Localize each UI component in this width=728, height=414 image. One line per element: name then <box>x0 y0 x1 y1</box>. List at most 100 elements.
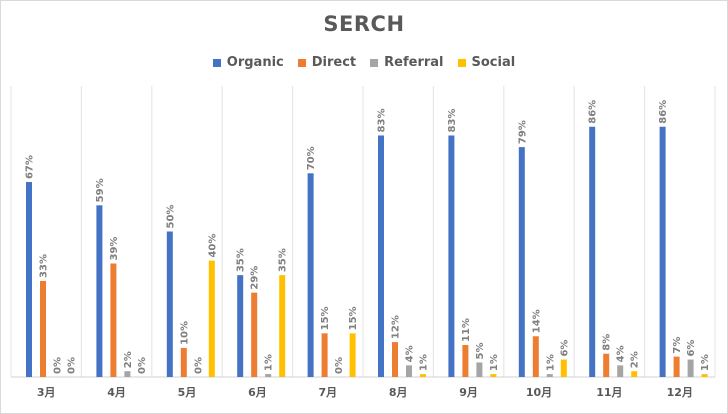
bar-direct <box>462 344 469 377</box>
bar-organic <box>26 182 32 377</box>
data-label: 15% <box>320 306 331 330</box>
x-tick-label: 9月 <box>459 386 478 399</box>
legend-swatch <box>457 58 466 67</box>
x-tick-label: 11月 <box>596 386 622 399</box>
bar-referral <box>476 362 483 377</box>
x-tick-label: 3月 <box>37 386 56 399</box>
bar-referral <box>687 359 694 377</box>
bar-organic <box>237 275 244 377</box>
data-label: 86% <box>658 100 669 124</box>
data-label: 1% <box>489 354 500 371</box>
data-label: 2% <box>123 351 134 368</box>
bar-direct <box>673 356 680 377</box>
data-label: 0% <box>193 357 204 374</box>
data-label: 15% <box>348 306 359 330</box>
data-label: 1% <box>264 354 275 371</box>
data-label: 86% <box>588 100 599 124</box>
bar-social <box>560 359 567 377</box>
data-label: 50% <box>165 205 176 229</box>
legend-label: Referral <box>384 55 444 70</box>
legend-swatch <box>212 58 221 67</box>
bar-referral <box>617 365 624 377</box>
data-label: 79% <box>517 120 528 144</box>
bar-direct <box>251 292 258 377</box>
bar-social <box>420 374 426 377</box>
bar-direct <box>603 353 610 377</box>
data-label: 35% <box>236 248 247 272</box>
data-label: 83% <box>447 109 458 133</box>
x-tick-label: 7月 <box>318 386 337 399</box>
data-label: 6% <box>559 340 570 357</box>
data-label: 0% <box>53 357 64 374</box>
legend-label: Social <box>471 55 516 70</box>
bar-direct <box>392 342 398 377</box>
data-label: 0% <box>67 357 78 374</box>
bar-social <box>279 275 286 377</box>
bar-organic <box>448 135 455 377</box>
legend-item-organic: Organic <box>212 55 284 70</box>
bar-direct <box>180 347 187 377</box>
data-label: 67% <box>25 155 36 179</box>
bar-organic <box>378 135 384 377</box>
legend-label: Direct <box>311 55 357 70</box>
data-label: 1% <box>419 354 430 371</box>
data-label: 1% <box>700 354 711 371</box>
data-label: 59% <box>95 178 106 202</box>
data-label: 83% <box>377 109 388 133</box>
data-label: 6% <box>686 340 697 357</box>
legend-item-social: Social <box>457 55 516 70</box>
bar-referral <box>265 374 272 377</box>
data-label: 29% <box>250 266 261 290</box>
bar-social <box>701 374 708 377</box>
x-tick-label: 10月 <box>526 386 552 399</box>
legend-swatch <box>297 58 306 67</box>
data-label: 0% <box>334 357 345 374</box>
data-label: 5% <box>475 342 486 359</box>
data-label: 10% <box>179 321 190 345</box>
x-tick-label: 6月 <box>248 386 267 399</box>
bar-social <box>208 260 215 377</box>
data-label: 7% <box>672 337 683 354</box>
bar-organic <box>166 231 173 377</box>
data-label: 35% <box>278 248 289 272</box>
legend-label: Organic <box>226 55 284 70</box>
data-label: 0% <box>137 357 148 374</box>
bar-organic <box>518 147 525 377</box>
x-tick-label: 8月 <box>389 386 408 399</box>
bar-organic <box>589 126 596 378</box>
data-label: 8% <box>602 334 613 351</box>
bar-direct <box>321 333 328 377</box>
x-tick-label: 5月 <box>178 386 197 399</box>
bar-social <box>631 371 638 377</box>
data-label: 12% <box>391 315 402 339</box>
legend-item-direct: Direct <box>297 55 357 70</box>
bar-direct <box>110 263 117 377</box>
data-label: 39% <box>109 237 120 261</box>
legend-item-referral: Referral <box>370 55 444 70</box>
bar-referral <box>546 374 553 377</box>
bar-direct <box>532 336 539 377</box>
x-tick-label: 12月 <box>667 386 693 399</box>
bar-organic <box>659 126 666 378</box>
bar-organic <box>307 173 314 377</box>
data-label: 4% <box>616 345 627 362</box>
bar-direct <box>40 280 46 377</box>
data-label: 11% <box>461 318 472 342</box>
bar-organic <box>96 205 103 377</box>
bar-referral <box>124 371 131 377</box>
legend-swatch <box>370 58 379 67</box>
chart-title: SERCH <box>323 12 405 36</box>
bar-social <box>349 333 356 377</box>
data-label: 4% <box>405 345 416 362</box>
chart-legend: Organic Direct Referral Social <box>0 55 728 70</box>
data-label: 2% <box>630 351 641 368</box>
bar-social <box>490 374 497 377</box>
x-tick-label: 4月 <box>107 386 126 399</box>
data-label: 33% <box>39 254 50 278</box>
data-label: 1% <box>545 354 556 371</box>
bar-referral <box>406 365 412 377</box>
data-label: 70% <box>306 146 317 170</box>
data-label: 40% <box>207 234 218 258</box>
